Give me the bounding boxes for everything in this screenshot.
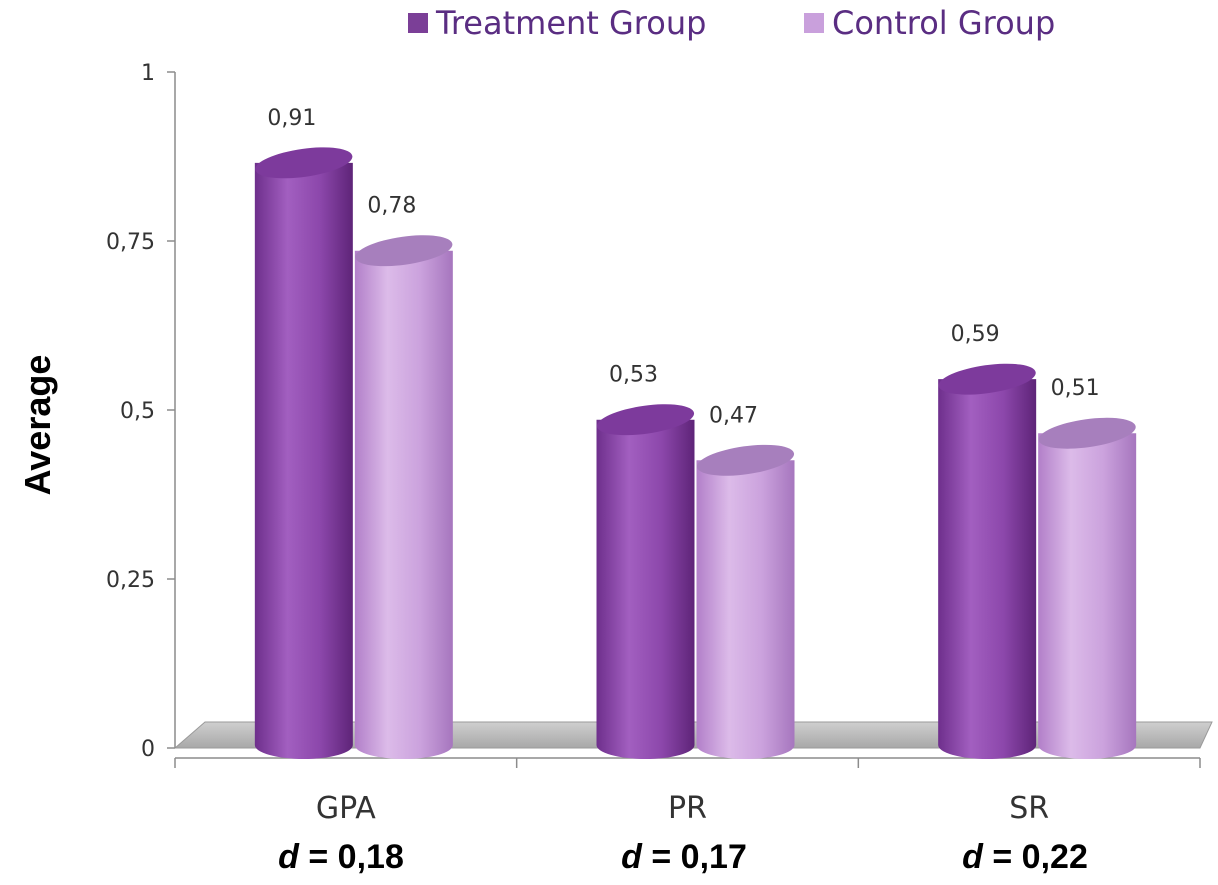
bar-treatment-group-gpa — [254, 147, 353, 760]
bar-top — [596, 404, 695, 436]
y-tick-label: 0 — [141, 737, 155, 762]
legend: Treatment Group Control Group — [0, 4, 1218, 48]
legend-label-treatment: Treatment Group — [436, 4, 707, 42]
x-tick-label: GPA — [316, 791, 376, 826]
effect-size-symbol: d — [621, 838, 642, 876]
bar-top — [938, 363, 1036, 395]
data-label: 0,78 — [367, 194, 416, 219]
effect-size-value: = 0,17 — [641, 838, 747, 876]
data-label: 0,91 — [267, 106, 316, 131]
effect-size-pr: d = 0,17 — [621, 838, 747, 877]
bar-top — [255, 147, 353, 179]
bar-body — [938, 379, 1037, 759]
effect-size-gpa: d = 0,18 — [278, 838, 404, 877]
effect-size-symbol: d — [962, 838, 983, 876]
bar-body — [596, 419, 695, 759]
data-label: 0,47 — [709, 403, 758, 428]
bar-top — [1038, 417, 1136, 449]
legend-swatch-treatment — [408, 13, 428, 33]
bar-top — [355, 235, 453, 267]
bar-control-group-pr — [696, 444, 795, 759]
legend-item-control: Control Group — [804, 4, 1055, 42]
bar-body — [354, 250, 453, 759]
effect-size-value: = 0,22 — [982, 838, 1088, 876]
effect-size-symbol: d — [278, 838, 299, 876]
bar-control-group-sr — [1038, 417, 1137, 759]
y-tick-label: 0,5 — [120, 399, 155, 424]
effect-size-value: = 0,18 — [298, 838, 404, 876]
data-label: 0,59 — [951, 322, 1000, 347]
bar-control-group-gpa — [354, 235, 453, 759]
data-label: 0,53 — [609, 363, 658, 388]
bar-body — [254, 162, 353, 760]
y-tick-label: 0,75 — [106, 230, 155, 255]
x-tick-label: PR — [668, 791, 707, 826]
y-tick-label: 0,25 — [106, 568, 155, 593]
x-tick-label: SR — [1009, 791, 1049, 826]
bar-body — [696, 460, 795, 759]
bar-treatment-group-pr — [596, 404, 695, 759]
legend-label-control: Control Group — [832, 4, 1056, 42]
data-label: 0,51 — [1051, 376, 1100, 401]
bar-body — [1038, 433, 1137, 759]
legend-swatch-control — [804, 13, 824, 33]
effect-size-sr: d = 0,22 — [962, 838, 1088, 877]
bar-treatment-group-sr — [938, 363, 1037, 759]
bar-top — [696, 444, 795, 476]
y-tick-label: 1 — [141, 61, 155, 86]
legend-item-treatment: Treatment Group — [408, 4, 706, 42]
